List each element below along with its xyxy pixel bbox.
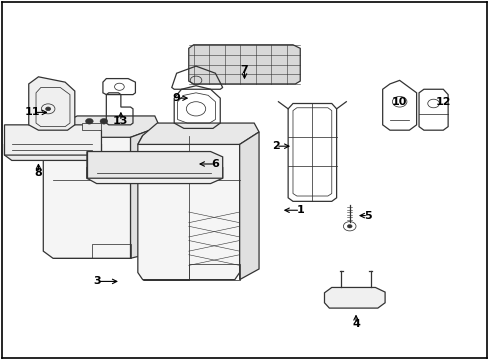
- Text: 11: 11: [25, 107, 41, 117]
- Text: 4: 4: [351, 319, 359, 329]
- Polygon shape: [82, 123, 102, 130]
- Polygon shape: [130, 127, 159, 258]
- Circle shape: [85, 118, 93, 124]
- Circle shape: [100, 118, 107, 124]
- Polygon shape: [138, 135, 239, 280]
- Text: 5: 5: [364, 211, 371, 221]
- Polygon shape: [239, 132, 259, 280]
- Text: 10: 10: [391, 97, 407, 107]
- Polygon shape: [87, 152, 222, 178]
- Circle shape: [346, 225, 351, 228]
- Polygon shape: [43, 116, 159, 137]
- Text: 1: 1: [296, 205, 304, 215]
- Text: 12: 12: [435, 97, 450, 107]
- Polygon shape: [43, 130, 130, 258]
- Polygon shape: [4, 139, 102, 161]
- Polygon shape: [138, 123, 259, 144]
- Polygon shape: [29, 77, 75, 130]
- Text: 2: 2: [272, 141, 279, 151]
- Text: 9: 9: [172, 93, 180, 103]
- Polygon shape: [4, 125, 102, 155]
- Polygon shape: [188, 45, 300, 84]
- Text: 7: 7: [240, 65, 248, 75]
- Text: 3: 3: [93, 276, 100, 287]
- Polygon shape: [324, 288, 385, 308]
- Text: 13: 13: [113, 116, 128, 126]
- Circle shape: [45, 107, 50, 111]
- Text: 8: 8: [35, 168, 42, 178]
- Polygon shape: [87, 162, 222, 184]
- Text: 6: 6: [211, 159, 219, 169]
